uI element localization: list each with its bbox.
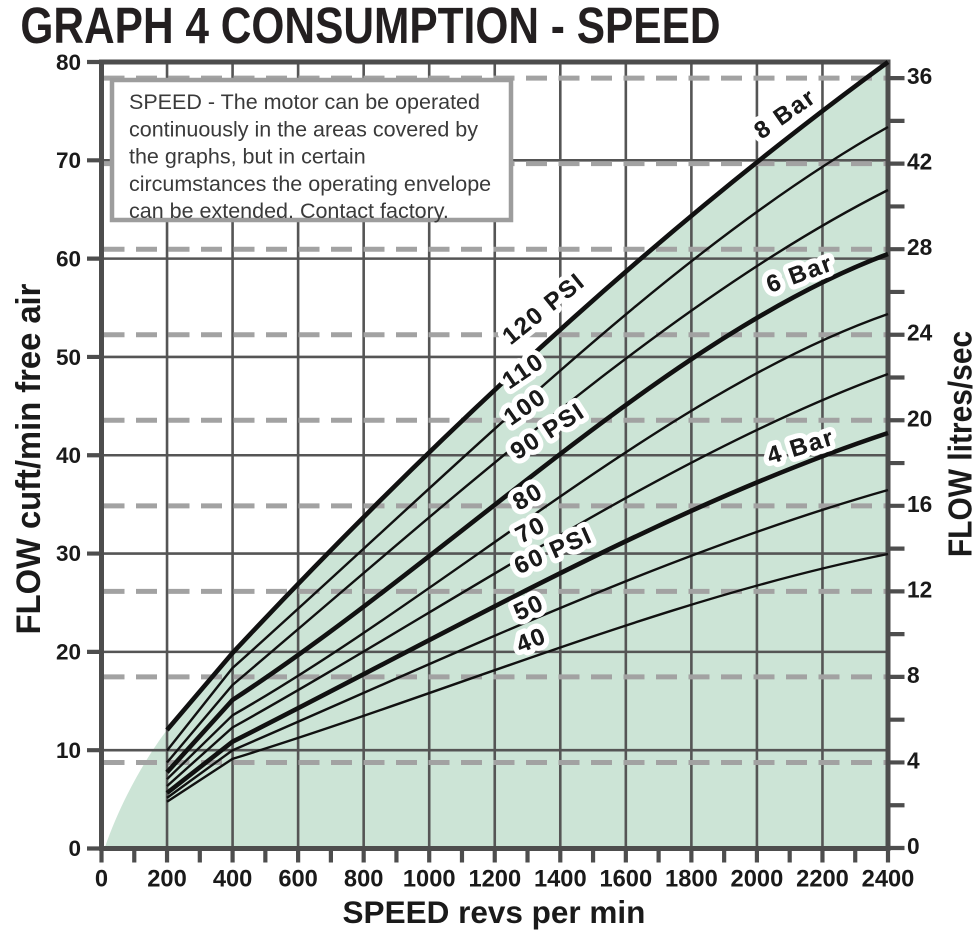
- svg-text:20: 20: [56, 640, 81, 665]
- svg-text:400: 400: [213, 867, 253, 893]
- svg-text:42: 42: [907, 149, 932, 175]
- svg-text:20: 20: [907, 405, 932, 431]
- svg-text:10: 10: [56, 738, 81, 763]
- svg-text:8: 8: [907, 662, 920, 688]
- svg-text:1000: 1000: [403, 867, 456, 893]
- svg-text:0: 0: [907, 833, 920, 859]
- svg-text:40: 40: [56, 443, 81, 468]
- svg-text:1600: 1600: [599, 867, 652, 893]
- svg-text:0: 0: [68, 836, 81, 861]
- svg-text:1800: 1800: [665, 867, 718, 893]
- svg-text:36: 36: [907, 63, 932, 89]
- svg-text:FLOW litres/sec: FLOW litres/sec: [941, 331, 979, 557]
- svg-text:2000: 2000: [731, 867, 784, 893]
- svg-text:the graphs, but in certain: the graphs, but in certain: [129, 145, 366, 169]
- svg-text:GRAPH 4 CONSUMPTION - SPEED: GRAPH 4 CONSUMPTION - SPEED: [20, 0, 720, 54]
- svg-text:30: 30: [56, 541, 81, 566]
- svg-text:60: 60: [56, 247, 81, 272]
- svg-text:SPEED revs per min: SPEED revs per min: [343, 894, 646, 930]
- svg-text:800: 800: [344, 867, 384, 893]
- svg-text:4: 4: [907, 748, 920, 774]
- svg-text:50: 50: [56, 345, 81, 370]
- svg-text:circumstances the operating en: circumstances the operating envelope: [129, 172, 491, 196]
- svg-text:0: 0: [95, 867, 108, 893]
- svg-text:2200: 2200: [796, 867, 849, 893]
- svg-text:24: 24: [907, 320, 933, 346]
- svg-text:16: 16: [907, 491, 932, 517]
- svg-text:can be extended. Contact facto: can be extended. Contact factory.: [129, 199, 449, 223]
- svg-text:600: 600: [278, 867, 318, 893]
- svg-text:28: 28: [907, 234, 932, 260]
- svg-text:12: 12: [907, 576, 932, 602]
- svg-text:FLOW cuft/min free air: FLOW cuft/min free air: [10, 284, 48, 635]
- svg-text:1400: 1400: [534, 867, 587, 893]
- svg-text:1200: 1200: [468, 867, 521, 893]
- svg-text:200: 200: [147, 867, 187, 893]
- svg-text:SPEED - The motor can be opera: SPEED - The motor can be operated: [129, 90, 480, 114]
- svg-text:80: 80: [56, 50, 81, 75]
- svg-text:2400: 2400: [862, 867, 915, 893]
- svg-text:continuously in the areas cove: continuously in the areas covered by: [129, 117, 478, 141]
- svg-text:70: 70: [56, 148, 81, 173]
